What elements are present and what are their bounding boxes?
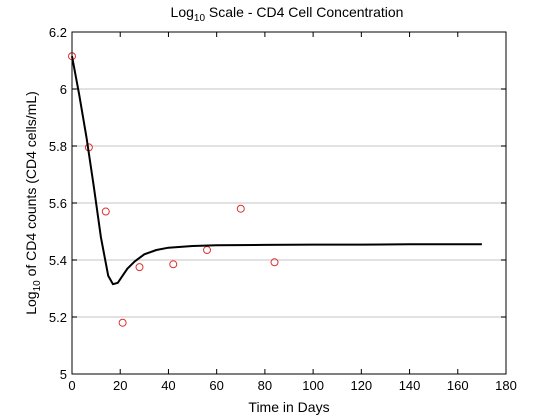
model-curve	[72, 56, 482, 284]
chart-title: Log10 Scale - CD4 Cell Concentration	[171, 4, 404, 24]
x-tick-label: 100	[302, 378, 324, 393]
x-tick-label: 0	[68, 378, 75, 393]
x-tick-label: 180	[495, 378, 517, 393]
data-point	[119, 319, 126, 326]
plot-area	[69, 53, 482, 326]
data-point	[237, 205, 244, 212]
y-tick-label: 6.2	[49, 25, 67, 40]
x-tick-label: 60	[209, 378, 223, 393]
x-tick-label: 120	[350, 378, 372, 393]
x-tick-label: 40	[161, 378, 175, 393]
x-tick-label: 80	[258, 378, 272, 393]
y-tick-label: 6	[60, 82, 67, 97]
y-tick-label: 5.2	[49, 310, 67, 325]
x-axis-label: Time in Days	[248, 399, 329, 415]
y-axis-label: Log10 of CD4 counts (CD4 cells/mL)	[23, 91, 43, 315]
axes: 0 20 40 60 80 100 120 140 160 180 5 5.2 5.4 5.6 5.8 6 6.…	[49, 25, 517, 393]
y-tick-label: 5.8	[49, 139, 67, 154]
data-point	[170, 261, 177, 268]
y-tick-label: 5.4	[49, 253, 67, 268]
y-tick-label: 5	[60, 367, 67, 382]
data-point	[102, 208, 109, 215]
x-tick-label: 140	[399, 378, 421, 393]
gridlines	[72, 89, 506, 317]
x-tick-label: 20	[113, 378, 127, 393]
y-tick-label: 5.6	[49, 196, 67, 211]
data-point	[136, 264, 143, 271]
data-point	[204, 247, 211, 254]
x-tick-label: 160	[447, 378, 469, 393]
